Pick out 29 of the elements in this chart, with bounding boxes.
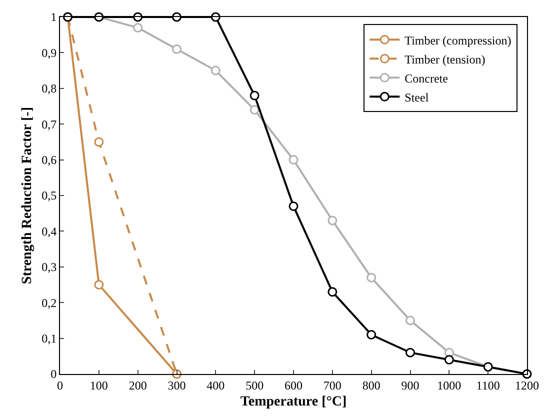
x-tick-label: 200	[128, 378, 147, 392]
x-tick-label: 700	[323, 378, 342, 392]
x-tick-label: 1100	[476, 378, 500, 392]
y-tick-label: 0,7	[42, 117, 57, 132]
y-tick-label: 0,2	[42, 296, 57, 310]
x-axis-title: Temperature [°C]	[240, 394, 347, 410]
x-tick-label: 600	[284, 378, 302, 392]
y-tick-label: 0,9	[42, 46, 57, 60]
legend-label: Timber (compression)	[404, 33, 512, 48]
y-tick-label: 0,4	[42, 224, 57, 238]
x-tick-label: 1200	[515, 378, 539, 392]
y-tick-label: 0,3	[42, 260, 57, 274]
x-tick-label: 900	[401, 378, 420, 392]
y-tick-label: 0,6	[42, 153, 57, 167]
x-tick-label: 300	[168, 378, 186, 392]
y-tick-label: 0,1	[42, 332, 57, 346]
x-tick-label: 400	[206, 378, 225, 392]
legend-label: Concrete	[404, 71, 448, 86]
x-tick-label: 500	[246, 378, 264, 392]
x-tick-label: 1000	[437, 378, 462, 392]
y-axis-title: Strength Reduction Factor [-]	[20, 106, 36, 284]
x-tick-label: 100	[90, 378, 108, 392]
y-tick-label: 0	[50, 367, 57, 382]
legend-label: Timber (tension)	[404, 52, 486, 66]
y-tick-label: 1	[50, 10, 57, 24]
legend-label: Steel	[404, 90, 430, 104]
y-tick-label: 0,8	[42, 82, 57, 96]
x-tick-label: 800	[362, 378, 380, 392]
y-tick-label: 0,5	[42, 188, 57, 203]
